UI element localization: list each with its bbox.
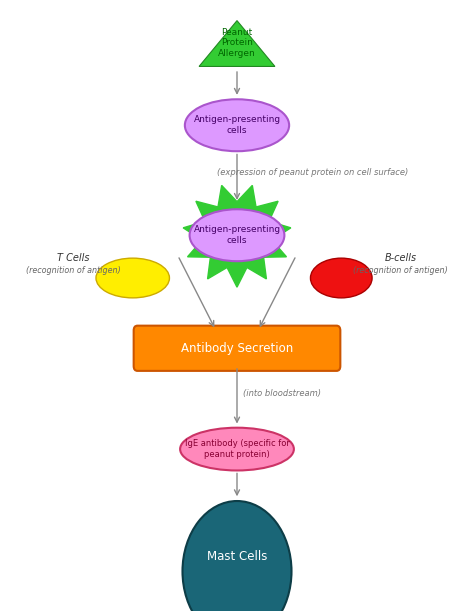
Ellipse shape: [310, 258, 372, 298]
Polygon shape: [183, 185, 291, 287]
Text: (recognition of antigen): (recognition of antigen): [26, 266, 121, 274]
Text: Peanut
Protein
Allergen: Peanut Protein Allergen: [218, 27, 256, 58]
Text: Mast Cells: Mast Cells: [207, 549, 267, 563]
Text: T Cells: T Cells: [57, 253, 90, 263]
Polygon shape: [199, 21, 275, 67]
Ellipse shape: [190, 209, 284, 262]
Text: Antigen-presenting
cells: Antigen-presenting cells: [193, 115, 281, 135]
Ellipse shape: [185, 99, 289, 151]
Text: (expression of peanut protein on cell surface): (expression of peanut protein on cell su…: [217, 168, 409, 177]
FancyBboxPatch shape: [134, 326, 340, 371]
Text: (into bloodstream): (into bloodstream): [243, 389, 321, 398]
Text: Antigen-presenting
cells: Antigen-presenting cells: [193, 225, 281, 245]
Text: B-cells: B-cells: [384, 253, 417, 263]
Text: (recognition of antigen): (recognition of antigen): [353, 266, 448, 274]
Circle shape: [182, 501, 292, 611]
Text: Antibody Secretion: Antibody Secretion: [181, 342, 293, 355]
Text: IgE antibody (specific for
peanut protein): IgE antibody (specific for peanut protei…: [184, 439, 290, 459]
Ellipse shape: [96, 258, 169, 298]
Ellipse shape: [180, 428, 294, 470]
